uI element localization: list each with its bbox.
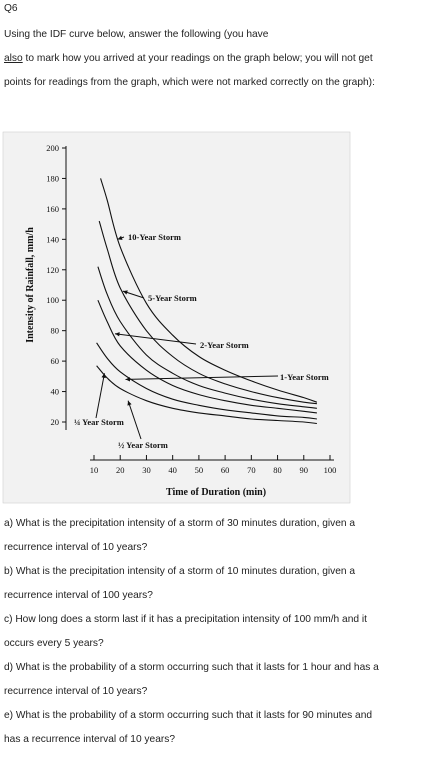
chart-annotations: 10-Year Storm 5-Year Storm 2-Year Storm 1-Y… [74, 232, 329, 450]
figure-frame [2, 131, 351, 504]
y-tick-label: 20 [51, 417, 60, 427]
y-tick-label: 80 [51, 326, 60, 336]
question-e-line-1: e) What is the probability of a storm oc… [4, 710, 373, 721]
underlined-also: also [4, 53, 23, 64]
intro-line-3: points for readings from the graph, whic… [4, 77, 375, 88]
curve-2-year-storm [97, 266, 317, 409]
question-number: Q6 [4, 3, 18, 14]
annotation-arrowhead [122, 290, 128, 295]
annotation-arrowhead [117, 235, 123, 240]
question-b-line-2: recurrence interval of 100 years? [4, 590, 153, 601]
x-tick-label: 100 [324, 465, 337, 475]
x-tick-label: 60 [221, 465, 230, 475]
x-tick-label: 80 [273, 465, 282, 475]
y-tick-label: 60 [51, 356, 60, 366]
annotation-label: 2-Year Storm [200, 340, 249, 350]
annotation-arrow-line [125, 375, 279, 380]
y-tick-label: 200 [46, 143, 59, 153]
annotation-label: 1-Year Storm [280, 372, 329, 382]
x-tick-label: 90 [300, 465, 309, 475]
annotation-arrowhead [114, 332, 120, 337]
question-d-line-1: d) What is the probability of a storm oc… [4, 662, 379, 673]
intro-line-2: also to mark how you arrived at your rea… [4, 52, 373, 66]
idf-chart: 20 40 60 80 100 120 140 160 180 200 10 20 30 40 50 60 70… [2, 131, 351, 504]
question-c-line-2: occurs every 5 years? [4, 638, 104, 649]
annotation-arrow-line [114, 333, 197, 345]
annotation-label: 5-Year Storm [148, 293, 197, 303]
x-tick-label: 10 [90, 465, 99, 475]
x-tick-label: 70 [247, 465, 256, 475]
annotation-label: ½ Year Storm [118, 440, 168, 450]
annotation-arrowhead [127, 400, 132, 406]
chart-axes: 20 40 60 80 100 120 140 160 180 200 10 20 30 40 50 60 70… [46, 143, 336, 475]
y-tick-label: 180 [46, 173, 59, 183]
intro-line-1: Using the IDF curve below, answer the fo… [4, 29, 269, 40]
question-d-line-2: recurrence interval of 10 years? [4, 686, 148, 697]
curve-1-year-storm [97, 299, 317, 414]
question-b-line-1: b) What is the precipitation intensity o… [4, 566, 356, 577]
x-tick-label: 50 [195, 465, 204, 475]
x-tick-label: 20 [116, 465, 125, 475]
x-axis-label: Time of Duration (min) [166, 487, 266, 498]
curve-10-year-storm [100, 178, 318, 403]
intro-line-2-rest: to mark how you arrived at your readings… [22, 53, 373, 64]
y-tick-label: 40 [51, 387, 60, 397]
y-tick-label: 100 [46, 295, 59, 305]
y-tick-label: 160 [46, 204, 59, 214]
curve-year-storm [96, 365, 317, 425]
question-a-line-2: recurrence interval of 10 years? [4, 542, 148, 553]
curve-year-storm [96, 342, 317, 420]
annotation-arrowhead [101, 373, 106, 379]
annotation-label: 10-Year Storm [128, 232, 181, 242]
y-axis-label: Intensity of Rainfall, mm/h [25, 227, 36, 343]
annotation-arrow-line [95, 373, 105, 419]
y-tick-label: 140 [46, 234, 59, 244]
annotation-arrow-line [127, 400, 142, 440]
question-a-line-1: a) What is the precipitation intensity o… [4, 518, 356, 529]
question-c-line-1: c) How long does a storm last if it has … [4, 614, 367, 625]
y-tick-label: 120 [46, 265, 59, 275]
annotation-label: ¼ Year Storm [74, 417, 124, 427]
x-tick-label: 40 [168, 465, 177, 475]
x-tick-label: 30 [142, 465, 151, 475]
question-e-line-2: has a recurrence interval of 10 years? [4, 734, 176, 745]
curve-5-year-storm [98, 220, 317, 405]
annotation-arrowhead [125, 377, 131, 382]
chart-curves [96, 178, 318, 425]
